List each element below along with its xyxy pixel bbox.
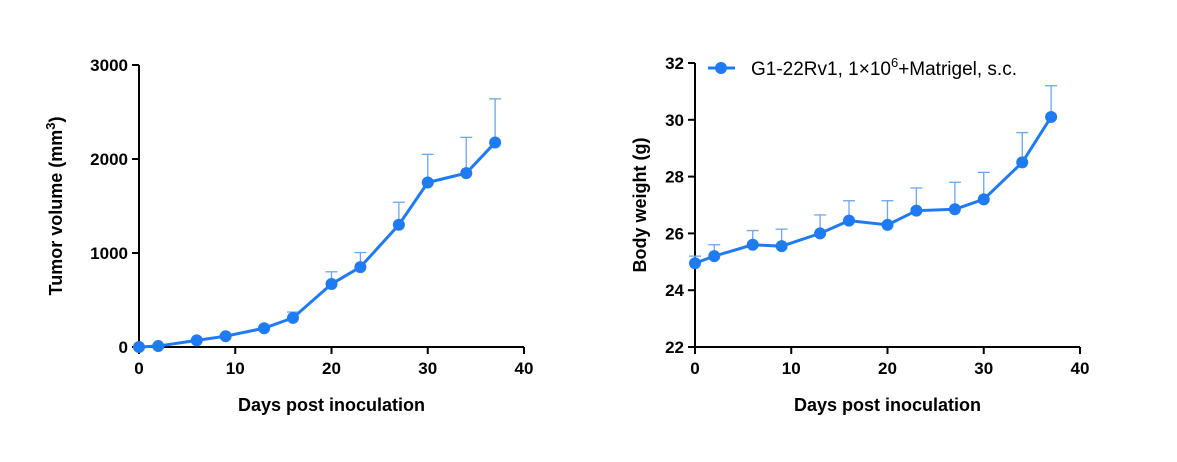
x-tick-label: 0 — [134, 359, 143, 378]
data-point — [325, 278, 338, 291]
data-point — [746, 238, 759, 251]
data-point — [421, 176, 434, 189]
y-tick-label: 30 — [665, 111, 684, 130]
data-point — [1016, 156, 1029, 169]
data-point — [775, 240, 788, 253]
x-axis-label: Days post inoculation — [794, 395, 981, 415]
data-point — [219, 330, 232, 343]
x-tick-label: 10 — [226, 359, 245, 378]
y-tick-label: 1000 — [90, 244, 128, 263]
y-tick-label: 26 — [665, 224, 684, 243]
x-axis-label: Days post inoculation — [238, 395, 425, 415]
data-point — [152, 340, 165, 353]
tumor-volume-chart: 0 10 20 30 40 0 1000 2000 3000 Days post inoculat… — [43, 56, 533, 415]
data-point — [708, 250, 721, 263]
x-tick-label: 10 — [782, 359, 801, 378]
y-tick-label: 2000 — [90, 150, 128, 169]
data-point — [392, 218, 405, 231]
y-tick-label: 32 — [665, 54, 684, 73]
data-point — [489, 136, 502, 149]
data-point — [287, 311, 299, 324]
x-tick-label: 40 — [515, 359, 534, 378]
y-tick-label: 24 — [665, 281, 684, 300]
data-point — [1045, 110, 1058, 123]
body-weight-chart: 0 10 20 30 40 22 24 26 28 30 32 Days post inoculati… — [630, 54, 1089, 415]
data-point — [814, 227, 827, 240]
x-tick-label: 40 — [1071, 359, 1090, 378]
legend-label: G1-22Rv1, 1×106+Matrigel, s.c. — [751, 55, 1017, 80]
y-axis-label: Tumor volume (mm3) — [43, 117, 66, 296]
y-tick-label: 3000 — [90, 56, 128, 75]
y-tick-label: 28 — [665, 168, 684, 187]
data-point — [258, 322, 271, 335]
series-line — [138, 141, 497, 349]
x-tick-label: 20 — [878, 359, 897, 378]
y-tick-label: 0 — [119, 338, 128, 357]
x-tick-label: 30 — [418, 359, 437, 378]
data-point — [460, 167, 473, 180]
x-tick-label: 20 — [322, 359, 341, 378]
data-point — [133, 341, 145, 353]
legend-marker — [715, 62, 727, 74]
series-line — [694, 116, 1053, 265]
y-axis-label: Body weight (g) — [630, 138, 650, 273]
data-point — [689, 257, 701, 270]
data-point — [354, 261, 367, 274]
data-point — [190, 334, 203, 347]
data-point — [843, 214, 855, 227]
data-point — [881, 218, 894, 231]
data-point — [948, 203, 961, 216]
y-tick-label: 22 — [665, 338, 684, 357]
data-point — [910, 204, 923, 217]
x-tick-label: 30 — [974, 359, 993, 378]
x-tick-label: 0 — [690, 359, 699, 378]
data-point — [977, 193, 990, 206]
legend: G1-22Rv1, 1×106+Matrigel, s.c. — [708, 55, 1017, 80]
